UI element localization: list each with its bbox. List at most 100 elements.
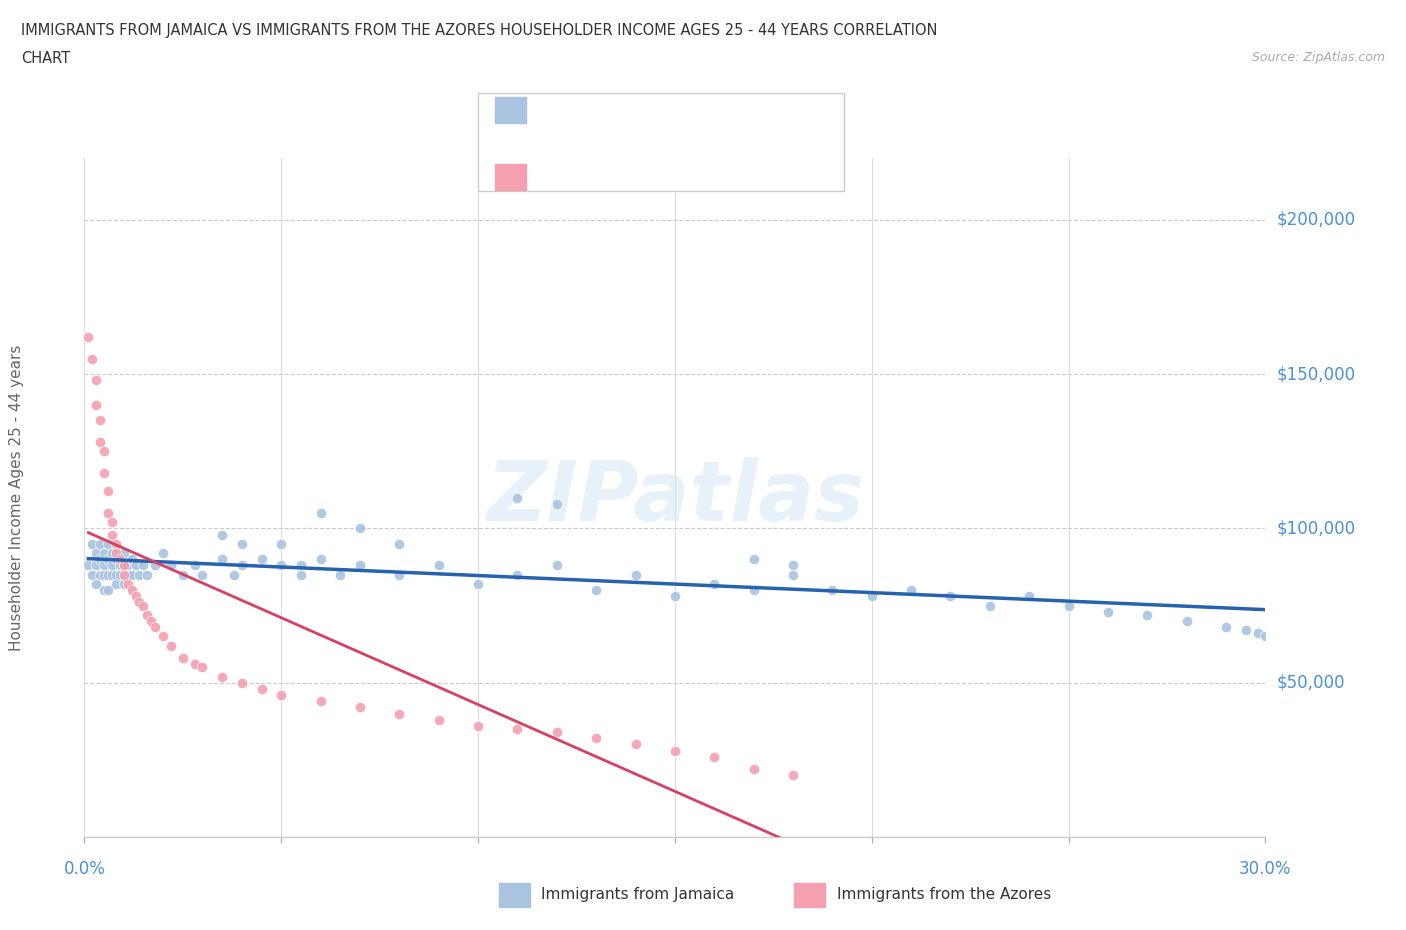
- Point: [782, 558, 804, 573]
- Point: [89, 434, 111, 449]
- Point: [703, 750, 725, 764]
- Point: [1254, 629, 1277, 644]
- Point: [270, 558, 292, 573]
- Point: [89, 567, 111, 582]
- Point: [117, 567, 139, 582]
- Point: [979, 598, 1001, 613]
- Point: [231, 675, 253, 690]
- Point: [121, 551, 143, 566]
- Point: [82, 352, 104, 366]
- Point: [211, 669, 233, 684]
- Point: [112, 558, 135, 573]
- Point: [427, 712, 450, 727]
- Point: [467, 577, 489, 591]
- Point: [250, 682, 273, 697]
- Text: Source: ZipAtlas.com: Source: ZipAtlas.com: [1251, 51, 1385, 64]
- Point: [84, 397, 107, 412]
- Point: [349, 558, 371, 573]
- Point: [172, 651, 194, 666]
- Point: [101, 515, 124, 530]
- Point: [93, 583, 115, 598]
- Point: [101, 567, 124, 582]
- Point: [108, 567, 131, 582]
- Point: [1234, 623, 1257, 638]
- Point: [124, 558, 146, 573]
- Text: 30.0%: 30.0%: [1239, 860, 1292, 878]
- Point: [624, 567, 647, 582]
- Point: [222, 567, 245, 582]
- Point: [388, 537, 411, 551]
- Point: [93, 465, 115, 480]
- Point: [183, 558, 205, 573]
- Point: [136, 567, 159, 582]
- Point: [742, 583, 765, 598]
- Point: [84, 577, 107, 591]
- Point: [89, 537, 111, 551]
- Point: [97, 537, 120, 551]
- Point: [703, 577, 725, 591]
- Point: [427, 558, 450, 573]
- Text: $200,000: $200,000: [1277, 211, 1355, 229]
- Text: R = -0.358   N = 87: R = -0.358 N = 87: [537, 100, 700, 119]
- Point: [97, 506, 120, 521]
- Point: [124, 589, 146, 604]
- Point: [270, 537, 292, 551]
- Point: [82, 537, 104, 551]
- Point: [128, 567, 150, 582]
- Point: [506, 490, 529, 505]
- Point: [104, 577, 127, 591]
- Point: [624, 737, 647, 751]
- Point: [742, 551, 765, 566]
- Point: [191, 567, 214, 582]
- Point: [506, 722, 529, 737]
- Point: [546, 724, 568, 739]
- Point: [104, 537, 127, 551]
- Point: [309, 694, 332, 709]
- Text: Immigrants from Jamaica: Immigrants from Jamaica: [541, 887, 734, 902]
- Point: [309, 551, 332, 566]
- Point: [250, 551, 273, 566]
- Point: [104, 551, 127, 566]
- Point: [104, 546, 127, 561]
- Point: [1175, 614, 1198, 629]
- Point: [112, 546, 135, 561]
- Point: [93, 444, 115, 458]
- Point: [1018, 589, 1040, 604]
- Text: ZIPatlas: ZIPatlas: [486, 457, 863, 538]
- Point: [1057, 598, 1080, 613]
- Text: R = -0.343   N = 47: R = -0.343 N = 47: [537, 167, 700, 186]
- Point: [93, 546, 115, 561]
- Point: [231, 558, 253, 573]
- Text: Immigrants from the Azores: Immigrants from the Azores: [837, 887, 1050, 902]
- Point: [1215, 619, 1237, 634]
- Point: [97, 567, 120, 582]
- Point: [160, 638, 183, 653]
- Point: [329, 567, 352, 582]
- Point: [939, 589, 962, 604]
- Point: [742, 762, 765, 777]
- Point: [231, 537, 253, 551]
- Point: [89, 413, 111, 428]
- Point: [506, 567, 529, 582]
- Point: [97, 551, 120, 566]
- Point: [128, 595, 150, 610]
- Point: [93, 567, 115, 582]
- Point: [546, 497, 568, 512]
- Point: [84, 373, 107, 388]
- Point: [101, 527, 124, 542]
- Point: [143, 558, 166, 573]
- Point: [290, 558, 312, 573]
- Point: [104, 567, 127, 582]
- Point: [191, 660, 214, 675]
- Point: [1097, 604, 1119, 619]
- Point: [1246, 626, 1268, 641]
- Point: [117, 577, 139, 591]
- Point: [664, 743, 686, 758]
- Point: [121, 583, 143, 598]
- Point: [143, 619, 166, 634]
- Point: [270, 687, 292, 702]
- Point: [1136, 607, 1159, 622]
- Point: [467, 719, 489, 734]
- Point: [112, 558, 135, 573]
- Point: [152, 546, 174, 561]
